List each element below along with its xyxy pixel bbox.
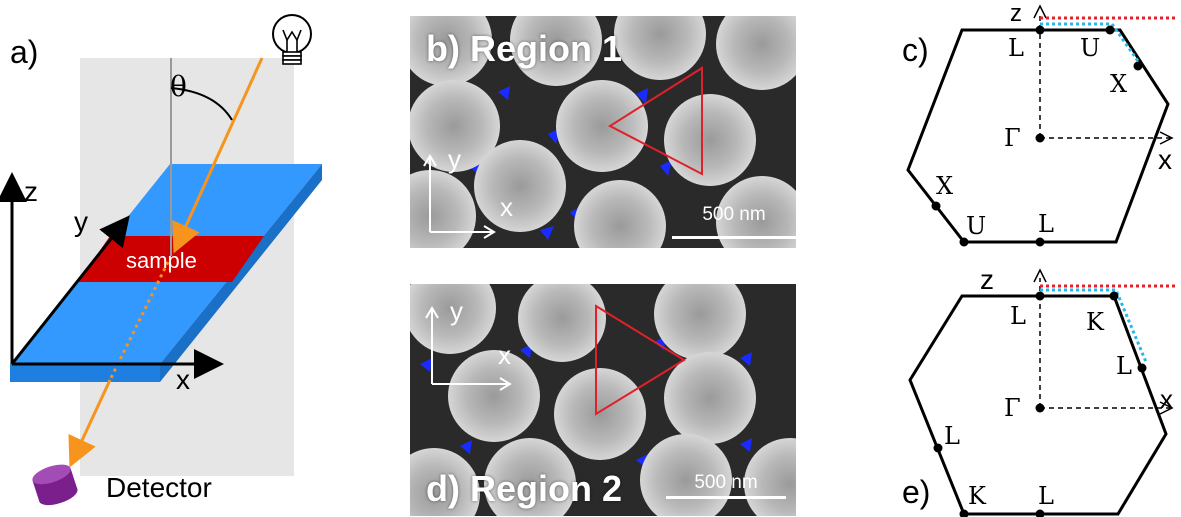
e-point-top-L: L (1010, 302, 1026, 330)
e-point-left-L: L (944, 422, 960, 450)
c-point-top-U: U (1080, 34, 1101, 62)
e-point-top-K: K (1086, 308, 1104, 336)
c-point-top-L: L (1008, 34, 1024, 62)
panel-c-label: c) (902, 32, 929, 68)
micro-b-scale-label: 500 nm (702, 204, 766, 225)
micrograph-b-image (410, 16, 796, 248)
brillouin-zone-e (908, 268, 1178, 517)
micrograph-region-2: y x d) Region 2 500 nm (410, 284, 796, 516)
micro-b-x-label: x (500, 192, 513, 222)
panel-e-label: e) (902, 474, 931, 510)
light-bulb-icon (272, 14, 312, 65)
x-axis-label: x (176, 364, 190, 395)
unit-triangle-2 (595, 304, 686, 416)
substrate-side (160, 164, 322, 382)
panel-c-x-label: x (1158, 144, 1172, 175)
sample-label: sample (126, 248, 197, 273)
panel-e-x-label: x (1160, 384, 1173, 414)
e-point-right-L: L (1116, 352, 1132, 380)
panel-e-z-label: z (980, 264, 994, 295)
detector-label: Detector (106, 472, 212, 503)
panel-c-z-label: z (1010, 0, 1022, 27)
panel-a-label: a) (10, 34, 39, 70)
micro-d-y-label: y (450, 296, 463, 326)
theta-label: θ (170, 70, 187, 103)
substrate-front (10, 364, 160, 382)
z-axis-label: z (24, 176, 38, 207)
micro-d-scale-label: 500 nm (694, 472, 758, 493)
brillouin-zone-c (906, 4, 1178, 247)
region-1-title: b) Region 1 (426, 28, 622, 69)
micrograph-region-1: b) Region 1 y x 500 nm (410, 16, 796, 248)
micro-d-x-label: x (498, 340, 511, 370)
micro-d-scale-bar (666, 496, 786, 499)
micro-b-y-label: y (448, 144, 461, 174)
y-axis-label: y (74, 206, 88, 237)
panel-c: c) z x L U X Γ X U L (880, 0, 1180, 260)
region-2-title: d) Region 2 (426, 468, 622, 509)
transmitted-beam (68, 379, 112, 468)
e-point-center: Γ (1004, 394, 1021, 422)
y-axis (10, 215, 130, 365)
c-point-bottom-L: L (1038, 210, 1054, 238)
micrograph-d-image (410, 284, 796, 516)
e-point-bottom-K: K (968, 482, 986, 510)
panel-a-diagram (0, 14, 322, 506)
detector-icon (32, 464, 78, 506)
hexagon-c (906, 28, 1170, 244)
c-point-bottom-U: U (966, 212, 987, 240)
c-point-right-X: X (1110, 70, 1128, 98)
c-point-left-X: X (936, 172, 954, 200)
panel-e: e) z x L K L Γ L K L (880, 262, 1180, 517)
unit-triangle (607, 66, 703, 176)
c-point-center: Γ (1004, 124, 1021, 152)
micro-b-scale-bar (672, 236, 796, 239)
e-point-bottom-L: L (1038, 482, 1054, 510)
panel-a: a) θ z y x sample Detector (0, 0, 340, 517)
incident-beam (172, 57, 264, 254)
theta-arc (170, 87, 233, 121)
